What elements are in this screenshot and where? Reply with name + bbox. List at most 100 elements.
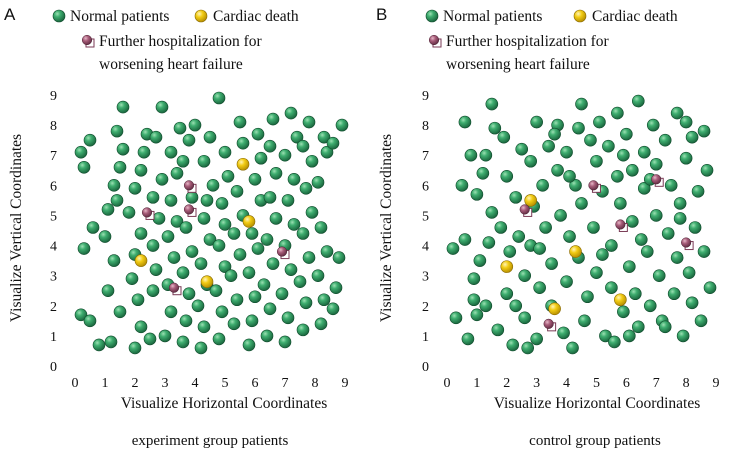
scatter-points-b [446,94,717,355]
normal-patient-point [260,329,274,343]
normal-patient-point [326,302,340,316]
normal-patient-point [155,173,169,186]
normal-patient-point [670,106,684,120]
normal-patient-point [173,121,187,135]
legend-green-ball [52,9,66,23]
normal-patient-point [500,287,514,301]
normal-patient-point [284,106,298,120]
normal-patient-point [548,127,561,141]
y-tick-label: 8 [422,119,429,134]
normal-patient-point [185,245,199,258]
y-axis-label-b: Visualize Vertical Coordinates [378,134,395,322]
normal-patient-point [116,142,130,156]
normal-patient-point [236,136,250,150]
normal-patient-point [467,272,481,285]
scatter-points-a [74,91,349,355]
normal-patient-point [176,335,190,349]
x-tick-label: 1 [102,376,109,391]
normal-patient-point [170,166,184,180]
normal-patient-point [314,221,328,234]
normal-patient-point [296,323,310,337]
normal-patient-point [155,100,169,114]
normal-patient-point [320,245,334,258]
normal-patient-point [137,145,151,159]
normal-patient-point [164,194,178,207]
normal-patient-point [509,299,523,313]
normal-patient-point [311,269,325,282]
normal-patient-point [122,206,136,219]
chart-panel-a: A Normal patients Cardiac death Further … [4,5,349,449]
cardiac-death-point [548,302,561,316]
legend-marker-normal-b [425,9,439,23]
normal-patient-point [158,329,172,343]
x-tick-label: 2 [503,376,510,391]
normal-patient-point [317,293,331,307]
y-tick-label: 2 [50,300,57,315]
normal-patient-point [578,314,591,328]
normal-patient-point [479,148,493,162]
x-tick-label: 8 [312,376,319,391]
normal-patient-point [332,251,346,264]
cardiac-death-point [134,254,148,267]
normal-patient-point [631,320,645,334]
normal-patient-point [512,230,526,243]
normal-patient-point [608,335,621,349]
cardiac-death-point [524,194,537,207]
normal-patient-point [670,251,684,264]
normal-patient-point [209,284,223,298]
normal-patient-point [590,154,603,168]
normal-patient-point [212,332,226,346]
normal-patient-point [673,197,687,210]
normal-patient-point [587,221,600,234]
normal-patient-point [116,100,130,114]
normal-patient-point [311,176,325,189]
normal-patient-point [182,133,196,147]
normal-patient-point [524,154,537,168]
normal-patient-point [149,263,163,276]
normal-patient-point [179,221,193,234]
legend-label-normal-b: Normal patients [443,8,542,25]
normal-patient-point [233,248,247,261]
normal-patient-point [107,179,121,192]
normal-patient-point [164,305,178,319]
y-axis-label-a: Visualize Vertical Coordinates [8,134,25,322]
chart-panel-b: B Normal patients Cardiac death Further … [376,5,720,449]
normal-patient-point [218,145,232,159]
normal-patient-point [557,326,570,340]
hospitalization-point [276,246,290,260]
normal-patient-point [92,338,106,352]
normal-patient-point [134,163,148,177]
normal-patient-point [107,254,121,267]
legend-label-hospitalization-cont-b: worsening heart failure [446,56,590,73]
legend-marker-cardiac-death-b [573,9,587,23]
normal-patient-point [551,163,564,177]
normal-patient-point [560,275,573,288]
y-tick-label: 0 [422,360,429,375]
normal-patient-point [623,260,636,273]
legend-label-cardiac-death-b: Cardiac death [592,8,678,25]
normal-patient-point [185,191,199,204]
legend-yellow-ball [194,9,208,23]
normal-patient-point [497,130,511,144]
normal-patient-point [263,302,277,316]
normal-patient-point [530,115,543,129]
hospitalization-point [519,204,533,217]
hospitalization-point [588,180,601,193]
normal-patient-point [305,154,319,168]
normal-patient-point [626,215,639,228]
x-axis-label-b: Visualize Horizontal Coordinates [494,395,701,412]
x-tick-label: 3 [162,376,169,391]
normal-patient-point [515,142,529,156]
y-tick-label: 6 [422,179,429,194]
normal-patient-point [572,121,585,135]
normal-patient-point [649,157,663,171]
y-tick-label: 8 [50,119,57,134]
normal-patient-point [458,233,472,246]
normal-patient-point [617,305,630,319]
normal-patient-point [685,296,699,310]
normal-patient-point [152,212,166,225]
panel-label-a: A [4,5,16,24]
normal-patient-point [691,185,705,198]
hospitalization-point [141,207,155,220]
normal-patient-point [131,293,145,307]
